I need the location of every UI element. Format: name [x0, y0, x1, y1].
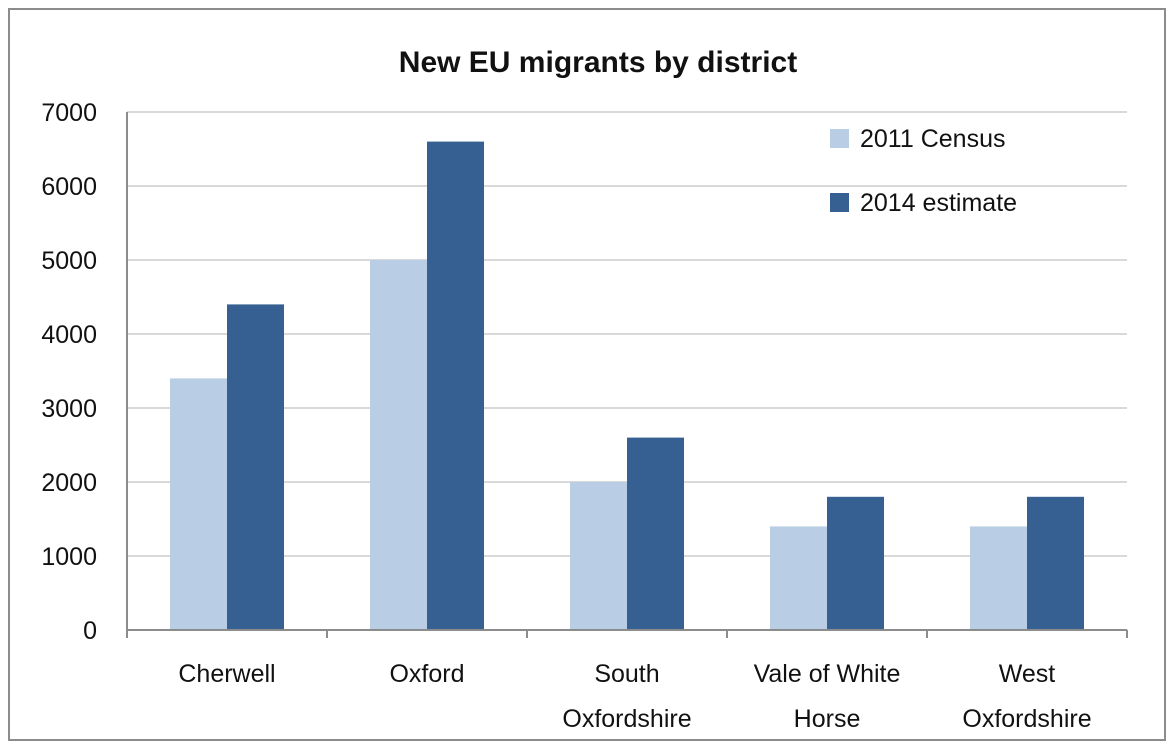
bar	[170, 378, 227, 630]
bar	[970, 526, 1027, 630]
x-tick-label: West Oxfordshire	[962, 660, 1091, 733]
x-tick-label: Vale of White Horse	[754, 660, 901, 733]
y-tick-label: 1000	[41, 543, 97, 571]
legend-label: 2011 Census	[860, 125, 1005, 153]
bar	[827, 496, 884, 630]
x-tick-label: South Oxfordshire	[562, 660, 691, 733]
x-tick-label: Cherwell	[178, 660, 275, 688]
y-tick-label: 6000	[41, 173, 97, 201]
legend-swatch	[830, 193, 849, 212]
bar	[627, 437, 684, 630]
y-axis: 0 1000 2000 3000 4000 5000 6000 7000	[41, 99, 128, 645]
legend-label: 2014 estimate	[860, 189, 1017, 217]
y-tick-label: 5000	[41, 247, 97, 275]
y-tick-label: 7000	[41, 99, 97, 127]
x-axis: Cherwell Oxford South Oxfordshire Vale of Wh…	[126, 629, 1128, 733]
y-tick-label: 0	[83, 617, 97, 645]
gridlines	[127, 111, 1127, 557]
bar	[427, 141, 484, 630]
bars	[170, 141, 1084, 630]
bar	[770, 526, 827, 630]
bar	[370, 260, 427, 630]
bar	[227, 304, 284, 630]
legend: 2011 Census 2014 estimate	[830, 125, 1017, 217]
chart-title: New EU migrants by district	[399, 46, 797, 79]
legend-swatch	[830, 129, 849, 148]
x-tick-label: Oxford	[389, 660, 464, 688]
bar	[1027, 496, 1084, 630]
y-tick-label: 2000	[41, 469, 97, 497]
y-tick-label: 4000	[41, 321, 97, 349]
y-tick-label: 3000	[41, 395, 97, 423]
bar	[570, 482, 627, 630]
